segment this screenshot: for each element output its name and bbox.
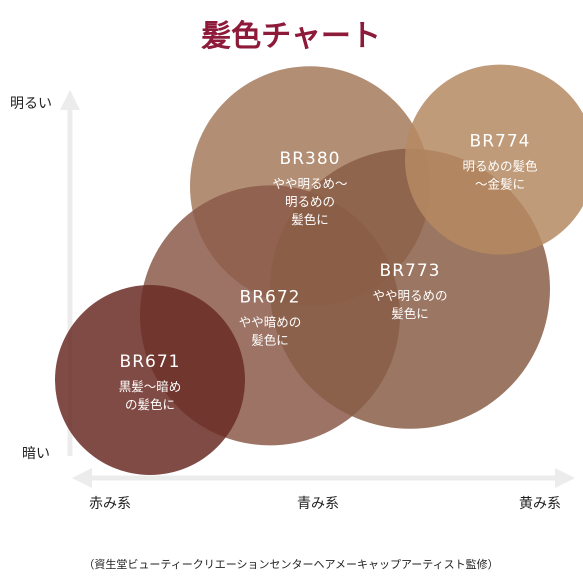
y-axis-high-label: 明るい [10, 96, 52, 112]
bubble-desc-br672-2: 髪色に [251, 332, 289, 347]
bubble-desc-br380-1: やや明るめ〜 [272, 176, 347, 191]
chart-title: 髪色チャート [200, 19, 381, 54]
bubble-code-br773: BR773 [380, 261, 441, 281]
bubble-br774 [405, 64, 583, 255]
bubble-br671 [55, 285, 245, 475]
y-axis-low-label: 暗い [22, 446, 50, 462]
bubble-desc-br773-1: やや明るめの [372, 288, 447, 303]
bubble-desc-br380-3: 髪色に [291, 212, 329, 227]
bubble-desc-br774-1: 明るめの髪色 [462, 159, 538, 174]
x-axis-mid-label: 青み系 [297, 496, 339, 512]
bubble-desc-br672-1: やや暗めの [239, 314, 302, 329]
bubble-code-br380: BR380 [280, 149, 341, 169]
footnote: （資生堂ビューティークリエーションセンターヘアメーキャップアーティスト監修） [83, 557, 498, 571]
bubble-desc-br671-1: 黒髪〜暗め [119, 379, 182, 394]
x-axis-high-label: 黄み系 [519, 495, 561, 512]
x-axis-low-label: 赤み系 [89, 496, 131, 512]
bubble-code-br774: BR774 [470, 132, 531, 152]
bubble-code-br671: BR671 [120, 352, 181, 372]
bubble-desc-br380-2: 明るめの [285, 194, 335, 209]
bubble-group: BR380やや明るめ〜明るめの髪色にBR672やや暗めの髪色にBR773やや明る… [55, 64, 583, 475]
bubble-label-br774: BR774 明るめの髪色〜金髪に [462, 132, 538, 192]
bubble-desc-br773-2: 髪色に [391, 306, 429, 321]
bubble-code-br672: BR672 [240, 287, 301, 307]
bubble-desc-br774-2: 〜金髪に [475, 177, 525, 192]
bubble-desc-br671-2: の髪色に [125, 397, 175, 412]
